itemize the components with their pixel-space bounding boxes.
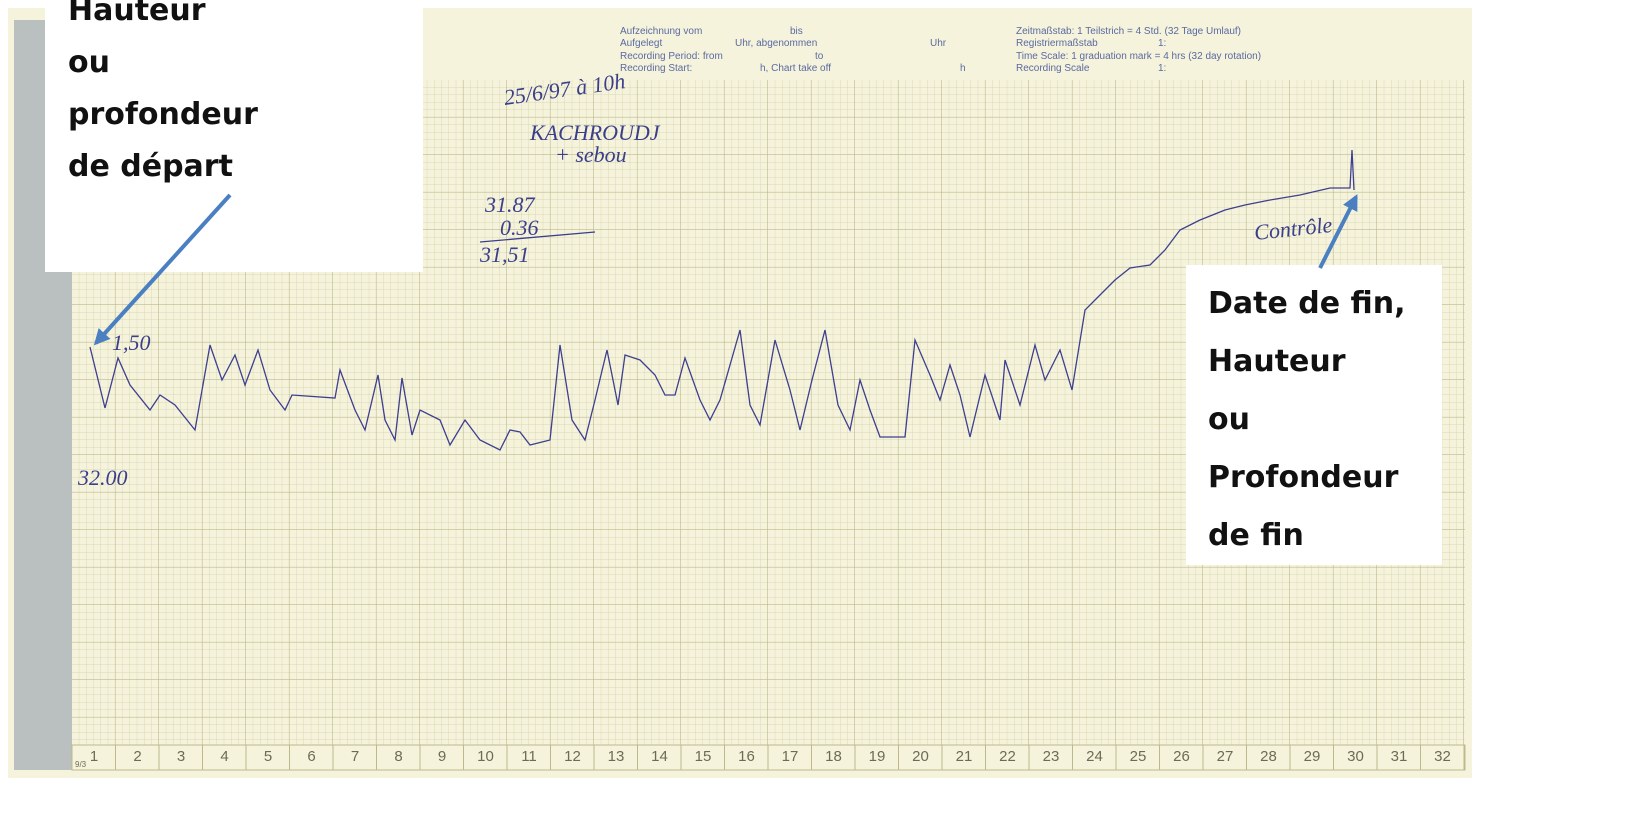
day-label: 6 [307, 748, 315, 765]
day-label: 5 [264, 748, 272, 765]
start-arrow [93, 193, 232, 346]
header-text: Uhr [930, 38, 947, 49]
hand-start: 1,50 [112, 330, 151, 355]
header-text: 1: [1158, 63, 1166, 74]
end-note: Hauteur [1208, 344, 1346, 379]
header-text: h, Chart take off [760, 63, 831, 74]
day-label: 3 [177, 748, 185, 765]
day-label: 15 [695, 748, 712, 765]
day-label: 7 [351, 748, 359, 765]
day-label: 26 [1173, 748, 1190, 765]
annotations: Hauteur ou profondeur de départ Date de fin,… [68, 0, 1406, 553]
day-label: 14 [651, 748, 668, 765]
day-label: 2 [133, 748, 141, 765]
day-label: 28 [1260, 748, 1277, 765]
header-text: Aufgelegt [620, 38, 662, 49]
day-label: 11 [521, 748, 537, 765]
header-text: Uhr, abgenommen [735, 38, 817, 49]
hand-level: 32.00 [77, 465, 128, 490]
hand-name: KACHROUDJ [529, 120, 661, 145]
start-note: de départ [68, 149, 233, 184]
end-note: de fin [1208, 518, 1304, 553]
trace [89, 149, 1355, 451]
day-label: 27 [1217, 748, 1234, 765]
day-label: 32 [1434, 748, 1451, 765]
day-label: 20 [912, 748, 929, 765]
end-note: Profondeur [1208, 460, 1399, 495]
day-label: 12 [564, 748, 581, 765]
day-label: 9 [438, 748, 446, 765]
hand-calc: 31,51 [479, 242, 530, 267]
start-note: Hauteur [68, 0, 206, 28]
day-label: 10 [477, 748, 494, 765]
header-text: Recording Period: from [620, 51, 723, 62]
hand-calc: 31.87 [484, 192, 536, 217]
day-label: 17 [782, 748, 799, 765]
day-label: 22 [999, 748, 1016, 765]
header-text: Registriermaßstab [1016, 38, 1098, 49]
header-text: Recording Start: [620, 63, 692, 74]
day-label: 19 [869, 748, 886, 765]
day-label: 30 [1347, 748, 1364, 765]
start-note-box [45, 0, 423, 272]
day-label: 8 [394, 748, 402, 765]
header-text: Time Scale: 1 graduation mark = 4 hrs (3… [1016, 51, 1261, 62]
day-label: 13 [608, 748, 625, 765]
header-text: Aufzeichnung vom [620, 26, 702, 37]
day-label: 4 [220, 748, 228, 765]
day-label: 18 [825, 748, 842, 765]
day-label: 24 [1086, 748, 1103, 765]
start-mark: 9/3 [75, 760, 87, 769]
day-label: 25 [1130, 748, 1147, 765]
end-note: ou [1208, 402, 1250, 437]
day-label: 23 [1043, 748, 1060, 765]
start-note: ou [68, 45, 110, 80]
day-label: 31 [1391, 748, 1408, 765]
header-text: Recording Scale [1016, 63, 1090, 74]
end-note: Date de fin, [1208, 286, 1406, 321]
header-text: to [815, 51, 824, 62]
header-text: bis [790, 26, 803, 37]
day-labels: 1 2 3 4 5 6 7 8 9 10 11 12 13 14 15 16 17 18 19 20 21 22 23 24 2… [75, 745, 1465, 770]
header-text: 1: [1158, 38, 1166, 49]
day-label: 16 [738, 748, 755, 765]
end-note-box [1186, 265, 1442, 565]
day-label: 21 [956, 748, 973, 765]
end-arrow [1318, 194, 1358, 269]
day-label: 1 [90, 748, 98, 765]
header-text: Zeitmaßstab: 1 Teilstrich = 4 Std. (32 T… [1016, 26, 1241, 37]
day-label: 29 [1304, 748, 1321, 765]
hand-rule [479, 231, 596, 243]
start-note: profondeur [68, 97, 258, 132]
hand-calc: 0.36 [500, 215, 539, 240]
header-text: h [960, 63, 966, 74]
hand-extra: + sebou [555, 142, 627, 167]
